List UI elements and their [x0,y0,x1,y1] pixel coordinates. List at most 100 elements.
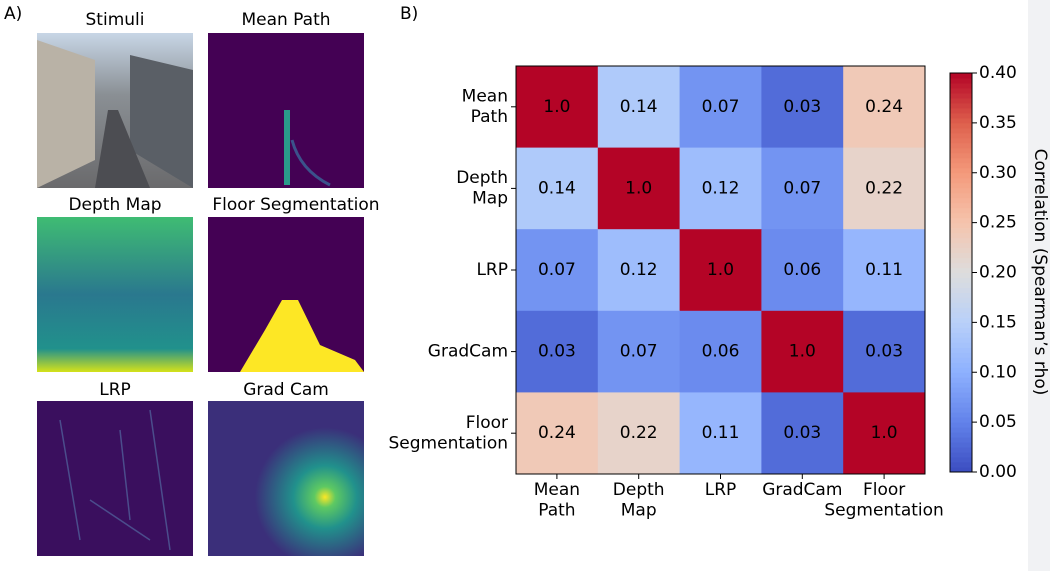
colorbar-tick-label: 0.15 [979,312,1017,332]
colorbar-segment [950,407,972,412]
cell-label: 0.12 [620,260,658,280]
colorbar-segment [950,417,972,422]
colorbar-segment [950,402,972,407]
colorbar-segment [950,173,972,178]
cell-label: 0.03 [538,342,576,362]
colorbar-segment [950,382,972,387]
cell-label: 1.0 [707,260,734,280]
colorbar-segment [950,183,972,188]
cell-label: 1.0 [625,178,652,198]
colorbar-segment [950,292,972,297]
cell-label: 1.0 [789,342,816,362]
colorbar-segment [950,317,972,322]
cell-label: 1.0 [871,423,898,443]
colorbar-segment [950,357,972,362]
colorbar-segment [950,233,972,238]
depth-map-image [37,217,193,372]
image-title: Stimuli [86,10,145,30]
colorbar-segment [950,457,972,462]
cell-label: 0.12 [702,178,740,198]
x-tick-label: GradCam [762,480,842,500]
colorbar-segment [950,223,972,228]
colorbar-segment [950,153,972,158]
colorbar-segment [950,228,972,233]
colorbar-segment [950,462,972,467]
cell-label: 0.24 [865,97,903,117]
cell-label: 0.24 [538,423,576,443]
colorbar-segment [950,143,972,148]
cell-label: 0.14 [538,178,576,198]
colorbar-segment [950,83,972,88]
colorbar-segment [950,88,972,93]
colorbar-segment [950,377,972,382]
cell-label: 0.07 [620,342,658,362]
cell-label: 0.11 [865,260,903,280]
colorbar-segment [950,213,972,218]
colorbar-segment [950,98,972,103]
colorbar-segment [950,362,972,367]
cell-label: 0.03 [783,97,821,117]
colorbar-segment [950,273,972,278]
colorbar-segment [950,332,972,337]
colorbar-segment [950,432,972,437]
colorbar-segment [950,412,972,417]
colorbar-segment [950,178,972,183]
colorbar-tick-label: 0.00 [979,462,1017,482]
colorbar-segment [950,297,972,302]
gradcam-image [208,401,364,556]
colorbar-segment [950,198,972,203]
colorbar-segment [950,268,972,273]
colorbar-segment [950,218,972,223]
colorbar-segment [950,327,972,332]
colorbar-segment [950,263,972,268]
colorbar-segment [950,253,972,258]
x-tick-label: LRP [705,480,737,500]
colorbar-segment [950,322,972,327]
cell-label: 0.22 [620,423,658,443]
colorbar-segment [950,352,972,357]
image-title: LRP [99,380,131,400]
colorbar-segment [950,437,972,442]
cell-label: 0.03 [783,423,821,443]
colorbar-tick-label: 0.40 [979,63,1017,83]
colorbar-segment [950,208,972,213]
cell-label: 0.07 [702,97,740,117]
lrp-image [37,401,193,556]
panel-label: B) [400,4,418,24]
colorbar-segment [950,148,972,153]
cell-label: 1.0 [543,97,570,117]
y-tick-label: LRP [476,260,508,280]
colorbar-segment [950,392,972,397]
colorbar-segment [950,302,972,307]
cell-label: 0.22 [865,178,903,198]
cell-label: 0.07 [538,260,576,280]
colorbar-segment [950,103,972,108]
y-tick-label: FloorSegmentation [389,413,508,453]
stimuli-image [37,33,193,188]
colorbar-segment [950,193,972,198]
colorbar-segment [950,342,972,347]
figure: A) Stimuli Mean Path Depth Map Floor Seg… [0,0,1050,571]
panel-label: A) [4,4,22,24]
colorbar-segment [950,442,972,447]
colorbar-segment [950,387,972,392]
y-tick-label: GradCam [428,342,508,362]
image-title: Floor Segmentation [212,195,379,215]
cell-label: 0.11 [702,423,740,443]
cell-label: 0.06 [783,260,821,280]
colorbar-tick-label: 0.25 [979,213,1017,233]
colorbar-segment [950,277,972,282]
cell-label: 0.03 [865,342,903,362]
colorbar-segment [950,73,972,78]
colorbar-segment [950,367,972,372]
colorbar-segment [950,447,972,452]
colorbar-segment [950,282,972,287]
colorbar-segment [950,188,972,193]
colorbar-segment [950,312,972,317]
colorbar-segment [950,158,972,163]
colorbar-segment [950,163,972,168]
colorbar-segment [950,93,972,98]
colorbar-tick-label: 0.20 [979,263,1017,283]
